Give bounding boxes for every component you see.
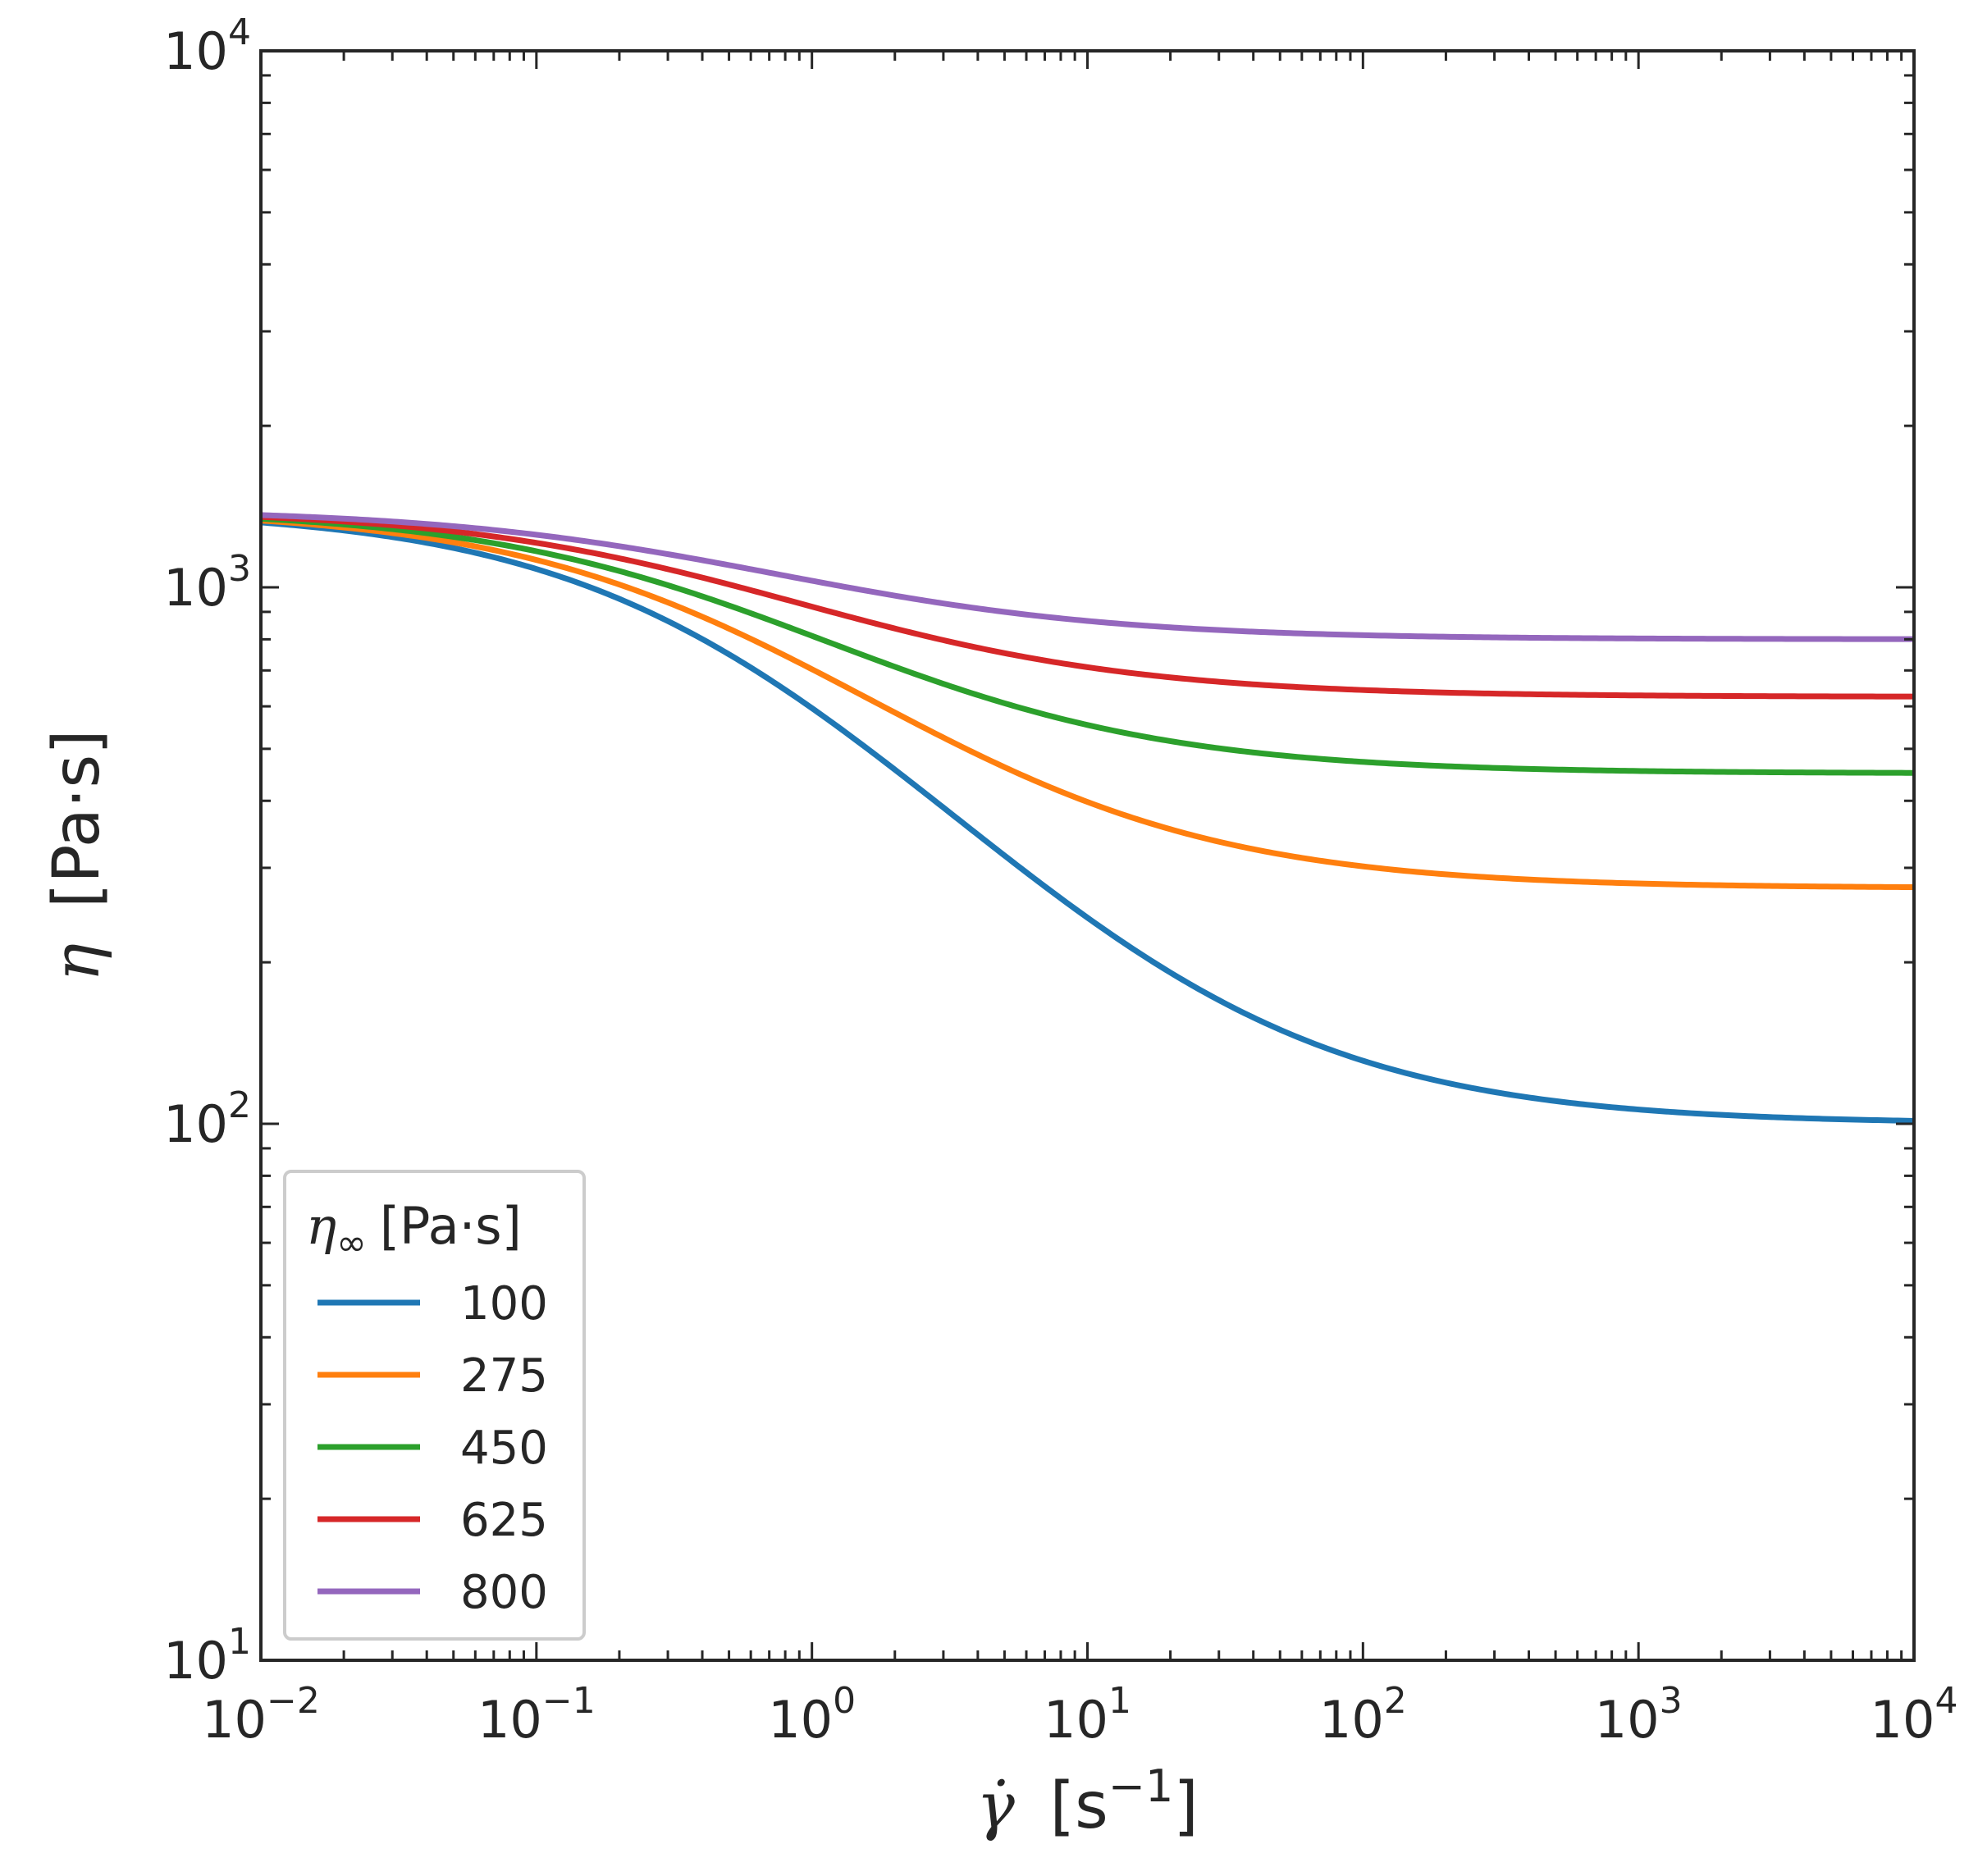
x-axis-unit-close: ] [1173,1769,1198,1843]
labels-layer: 10−2 10−1 100 101 102 103 104 101 102 103 104 [163,11,1957,1750]
y-axis-unit: [Pa·s] [40,729,114,908]
x-tick-label: 102 [1319,1680,1407,1750]
legend-entries: 100 275 450 625 800 [317,1277,548,1619]
x-tick-label: 10−2 [202,1680,320,1750]
series-line-800 [260,512,1914,642]
legend-label: 100 [460,1277,548,1331]
legend-title-unit: [Pa·s] [380,1196,522,1256]
legend-title-subscript: ∞ [336,1222,367,1264]
x-tick-label: 101 [1044,1680,1131,1750]
x-axis-unit-exponent: −1 [1108,1760,1174,1812]
x-tick-label: 10−1 [477,1680,596,1750]
y-tick-label: 104 [163,11,251,81]
legend-label: 275 [460,1349,548,1403]
series-line-100 [260,519,1915,1124]
series-layer [260,512,1915,1124]
y-tick-label: 103 [163,548,251,618]
series-line-450 [260,515,1915,776]
y-axis-symbol: η [40,943,114,982]
series-line-625 [260,514,1915,700]
x-tick-label: 100 [768,1680,856,1750]
x-axis-symbol: γ̇ [976,1769,1015,1843]
legend: η∞ [Pa·s] 100 275 450 625 800 [283,1170,586,1641]
legend-label: 625 [460,1494,548,1547]
legend-title: η∞ [Pa·s] [306,1196,522,1264]
series-line-275 [260,518,1915,891]
legend-label: 800 [460,1566,548,1619]
legend-title-symbol: η [306,1196,336,1256]
x-tick-label: 104 [1871,1680,1958,1750]
legend-label: 450 [460,1422,548,1475]
x-axis-title: γ̇ [s−1] [976,1760,1199,1843]
y-tick-label: 101 [163,1621,251,1691]
x-tick-label: 103 [1595,1680,1683,1750]
plot-frame [259,49,1916,1662]
x-axis-unit: [s [1050,1769,1108,1843]
y-tick-label: 102 [163,1084,251,1154]
y-axis-title: η [Pa·s] [40,729,114,981]
